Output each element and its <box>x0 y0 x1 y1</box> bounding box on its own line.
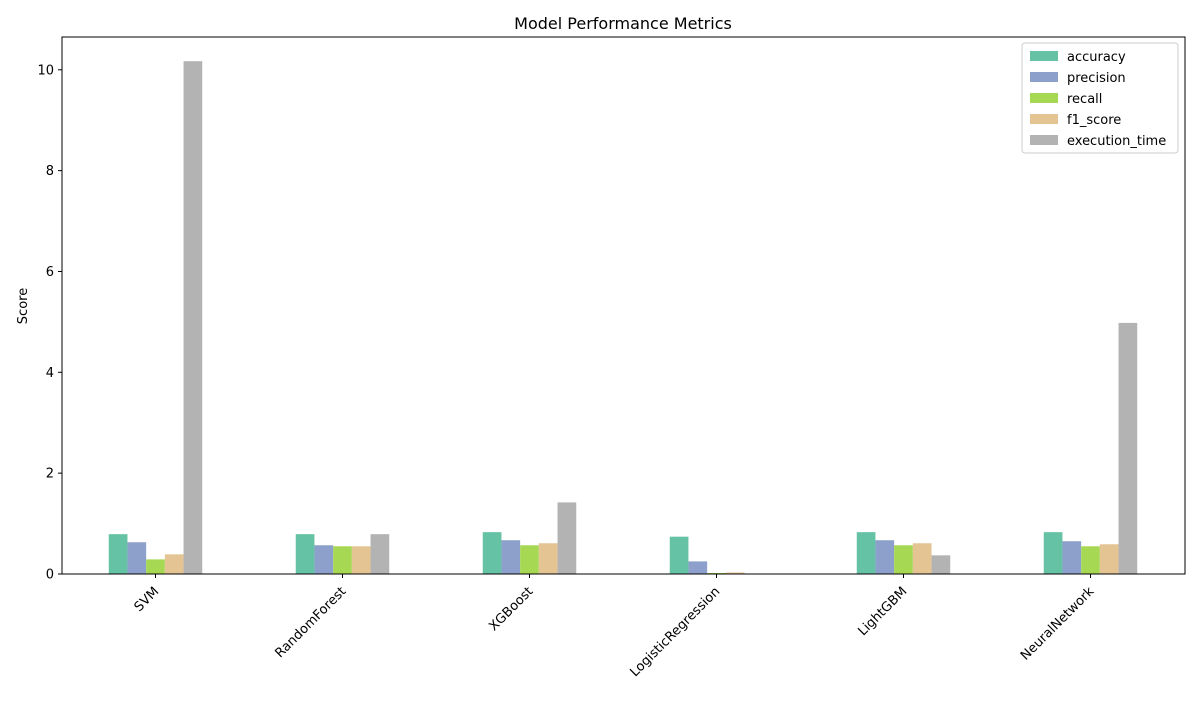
bar-recall-SVM <box>146 559 165 574</box>
legend-swatch-precision <box>1030 72 1058 82</box>
bar-f1_score-XGBoost <box>538 543 558 574</box>
x-tick-label: LightGBM <box>855 584 910 639</box>
legend-swatch-f1_score <box>1030 114 1058 124</box>
bar-precision-LightGBM <box>875 540 895 574</box>
x-tick-label: SVM <box>132 584 163 615</box>
bar-accuracy-LightGBM <box>856 532 876 574</box>
bars-layer <box>108 61 1138 574</box>
legend-label-recall: recall <box>1067 92 1102 107</box>
bar-accuracy-RandomForest <box>295 534 315 574</box>
y-tick-label: 2 <box>46 467 54 482</box>
bar-recall-XGBoost <box>520 545 539 574</box>
x-axis: SVM RandomForest XGBoost LogisticRegression… <box>132 574 1098 680</box>
x-tick-label: LogisticRegression <box>627 584 723 680</box>
chart-title: Model Performance Metrics <box>514 14 732 33</box>
y-tick-label: 0 <box>46 568 54 583</box>
bar-f1_score-LogisticRegression <box>725 572 745 574</box>
legend-label-f1_score: f1_score <box>1067 113 1121 128</box>
bar-f1_score-LightGBM <box>912 543 932 574</box>
bar-precision-NeuralNetwork <box>1062 541 1082 574</box>
y-tick-label: 4 <box>46 366 54 381</box>
legend-swatch-accuracy <box>1030 51 1058 61</box>
y-tick-label: 8 <box>46 164 54 179</box>
bar-accuracy-LogisticRegression <box>669 536 689 574</box>
legend-label-accuracy: accuracy <box>1067 50 1126 65</box>
legend-frame <box>1021 42 1179 154</box>
bar-recall-LogisticRegression <box>707 572 726 574</box>
bar-execution_time-NeuralNetwork <box>1118 322 1138 574</box>
bar-execution_time-XGBoost <box>557 502 577 574</box>
y-tick-label: 6 <box>46 265 54 280</box>
bar-f1_score-RandomForest <box>351 546 371 574</box>
bar-execution_time-RandomForest <box>370 534 390 574</box>
bar-precision-XGBoost <box>501 540 521 574</box>
bar-recall-LightGBM <box>894 545 913 574</box>
legend-label-precision: precision <box>1067 71 1126 86</box>
bar-precision-LogisticRegression <box>688 561 708 574</box>
bar-execution_time-SVM <box>183 61 203 574</box>
bar-precision-SVM <box>127 542 147 574</box>
legend-swatch-execution_time <box>1030 135 1058 145</box>
bar-f1_score-NeuralNetwork <box>1099 544 1119 574</box>
legend-swatch-recall <box>1030 93 1058 103</box>
bar-recall-NeuralNetwork <box>1081 546 1100 574</box>
legend-label-execution_time: execution_time <box>1067 134 1166 149</box>
bar-accuracy-XGBoost <box>482 532 502 574</box>
bar-recall-RandomForest <box>333 546 352 574</box>
legend: accuracy precision recall f1_score execution… <box>1021 42 1179 154</box>
y-axis-label: Score <box>16 288 31 324</box>
x-tick-label: RandomForest <box>272 584 349 661</box>
bar-precision-RandomForest <box>314 545 334 574</box>
bar-accuracy-SVM <box>108 534 128 574</box>
bar-f1_score-SVM <box>164 554 184 574</box>
x-tick-label: NeuralNetwork <box>1018 584 1098 664</box>
x-tick-label: XGBoost <box>486 584 536 634</box>
plot-frame <box>61 36 1186 575</box>
bar-execution_time-LightGBM <box>931 555 951 574</box>
bar-accuracy-NeuralNetwork <box>1043 532 1063 574</box>
y-tick-label: 10 <box>37 63 54 78</box>
y-axis: 0 2 4 6 8 10 <box>37 63 62 583</box>
